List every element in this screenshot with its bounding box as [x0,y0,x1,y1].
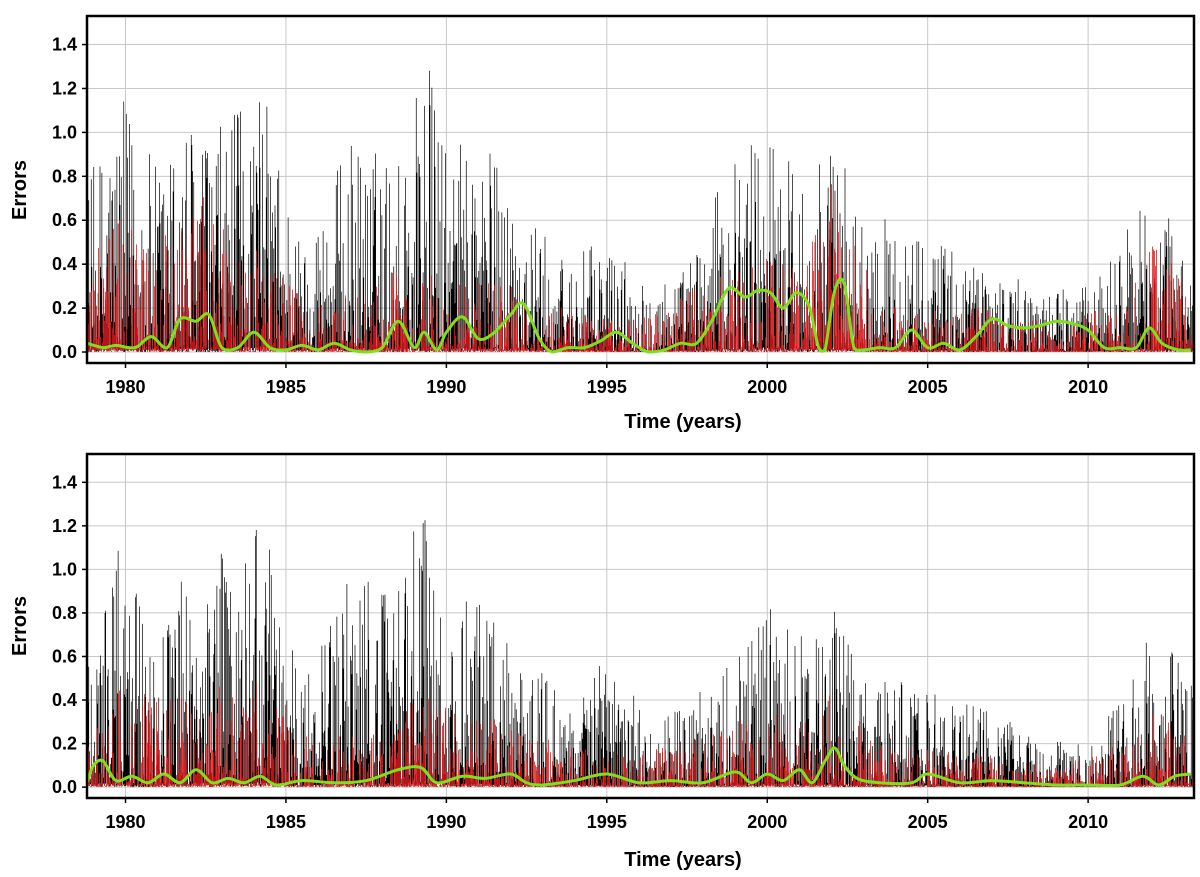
top-x-axis-title: Time (years) [624,411,741,433]
bottom-y-tick-label: 1.4 [52,472,77,492]
bottom-green-smooth-line [87,746,1191,788]
top-y-tick-label: 0.6 [52,210,77,230]
top-x-tick-label: 1985 [266,377,306,397]
top-y-tick-labels: 0.0 0.2 0.4 0.6 0.8 1.0 1.2 1.4 [52,35,87,362]
bottom-x-tick-labels: 1980 1985 1990 1995 2000 2005 2010 [105,798,1108,832]
top-y-tick-label: 1.0 [52,122,77,142]
bottom-plot-frame [85,452,1196,800]
bottom-y-tick-label: 0.2 [52,734,77,754]
bottom-y-tick-label: 1.2 [52,516,77,536]
top-plot-frame [85,14,1196,365]
top-x-tick-labels: 1980 1985 1990 1995 2000 2005 2010 [105,363,1108,397]
top-panel: 0.0 0.2 0.4 0.6 0.8 1.0 1.2 1.4 1980 1985 1990 199… [9,14,1196,433]
bottom-x-tick-label: 2000 [747,812,787,832]
top-x-tick-label: 1995 [587,377,627,397]
bottom-y-axis-title: Errors [9,596,31,656]
top-gridlines [87,16,1194,363]
bottom-y-tick-label: 0.8 [52,603,77,623]
bottom-y-tick-labels: 0.0 0.2 0.4 0.6 0.8 1.0 1.2 1.4 [52,472,87,797]
top-y-tick-label: 1.2 [52,78,77,98]
top-y-tick-label: 0.2 [52,298,77,318]
bottom-y-tick-label: 0.4 [52,690,77,710]
top-y-tick-label: 1.4 [52,35,77,55]
bottom-y-tick-label: 0.0 [52,777,77,797]
top-y-tick-label: 0.4 [52,254,77,274]
bottom-x-axis-title: Time (years) [624,849,741,871]
bottom-green-series [87,746,1191,788]
top-x-tick-label: 2000 [747,377,787,397]
bottom-x-tick-label: 1990 [426,812,466,832]
top-y-axis-title: Errors [9,160,31,220]
top-x-tick-label: 1980 [105,377,145,397]
bottom-x-tick-label: 1980 [105,812,145,832]
bottom-x-tick-label: 2005 [908,812,948,832]
top-y-tick-label: 0.8 [52,166,77,186]
top-green-series [87,277,1191,354]
top-x-tick-label: 1990 [426,377,466,397]
bottom-y-tick-label: 0.6 [52,646,77,666]
top-x-tick-label: 2005 [908,377,948,397]
bottom-x-tick-label: 1995 [587,812,627,832]
bottom-y-tick-label: 1.0 [52,559,77,579]
top-green-smooth-line [87,277,1191,354]
bottom-panel: 0.0 0.2 0.4 0.6 0.8 1.0 1.2 1.4 1980 1985 1990 199… [9,452,1196,871]
bottom-x-tick-label: 2010 [1068,812,1108,832]
top-y-tick-label: 0.0 [52,342,77,362]
top-x-tick-label: 2010 [1068,377,1108,397]
bottom-x-tick-label: 1985 [266,812,306,832]
